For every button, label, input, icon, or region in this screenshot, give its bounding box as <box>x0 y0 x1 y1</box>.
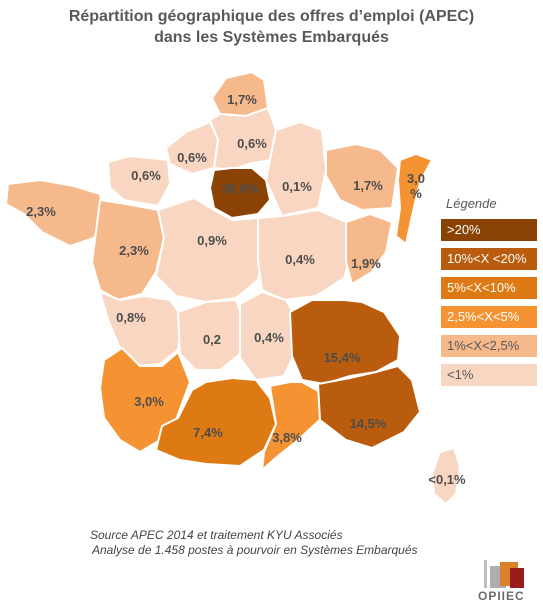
region-label-pays-de-la-loire: 2,3% <box>119 243 149 258</box>
region-champagne-ardenne <box>265 121 327 217</box>
region-label-languedoc-roussillon: 3,8% <box>272 430 302 445</box>
region-lorraine <box>325 143 399 211</box>
map-title-line1: Répartition géographique des offres d’em… <box>68 8 475 25</box>
region-label-aquitaine: 3,0% <box>134 394 164 409</box>
region-label-nord-pas-de-calais: 1,7% <box>227 92 257 107</box>
region-pays-de-la-loire <box>91 199 165 301</box>
region-label-centre: 0,9% <box>197 233 227 248</box>
source-line2: Analyse de 1.458 postes à pourvoir en Sy… <box>92 543 418 557</box>
region-bretagne <box>5 179 105 247</box>
map-title: Répartition géographique des offres d’em… <box>0 6 543 48</box>
source-line1: Source APEC 2014 et traitement KYU Assoc… <box>90 528 343 542</box>
region-label-poitou-charentes: 0,8% <box>116 310 146 325</box>
region-label-lorraine: 1,7% <box>353 178 383 193</box>
region-alsace <box>395 153 433 245</box>
opiiec-logo <box>484 560 524 588</box>
legend-item-lt1: <1% <box>441 364 537 386</box>
legend-item-5to10: 5%<X<10% <box>441 277 537 299</box>
legend-item-2-5to5: 2,5%<X<5% <box>441 306 537 328</box>
region-basse-normandie <box>107 155 171 207</box>
region-haute-normandie <box>165 121 219 175</box>
region-label-haute-normandie: 0,6% <box>177 150 207 165</box>
map-title-line2: dans les Systèmes Embarqués <box>154 29 389 46</box>
legend-item-10to20: 10%<X <20% <box>441 248 537 270</box>
region-ile-de-france <box>209 167 271 219</box>
legend-item-gt20: >20% <box>441 219 537 241</box>
region-centre <box>155 197 265 303</box>
legend-item-1to2-5: 1%<X<2,5% <box>441 335 537 357</box>
region-label-corse: <0,1% <box>428 472 466 487</box>
region-languedoc-roussillon <box>261 381 325 471</box>
region-corse <box>431 447 461 505</box>
region-label-bretagne: 2,3% <box>26 204 56 219</box>
region-franche-comte <box>345 213 393 285</box>
region-label-franche-comte: 1,9% <box>351 256 381 271</box>
region-label-limousin: 0,2 <box>203 332 221 347</box>
region-bourgogne <box>257 209 353 301</box>
region-label-ile-de-france: 38,8% <box>222 181 259 196</box>
region-paca <box>317 365 421 449</box>
region-label-champagne-ardenne: 0,1% <box>282 179 312 194</box>
region-label-alsace: 3,0% <box>407 171 425 201</box>
region-label-midi-pyrenees: 7,4% <box>193 425 223 440</box>
region-label-basse-normandie: 0,6% <box>131 168 161 183</box>
region-rhone-alpes <box>289 299 401 385</box>
region-label-rhone-alpes: 15,4% <box>324 350 361 365</box>
region-label-picardie: 0,6% <box>237 136 267 151</box>
region-poitou-charentes <box>99 291 183 367</box>
region-label-bourgogne: 0,4% <box>285 252 315 267</box>
source-note: Source APEC 2014 et traitement KYU Assoc… <box>90 528 418 558</box>
region-label-paca: 14,5% <box>350 416 387 431</box>
legend-title: Légende <box>446 196 497 211</box>
region-label-auvergne: 0,4% <box>254 330 284 345</box>
logo-text: OPIIEC <box>478 589 525 603</box>
